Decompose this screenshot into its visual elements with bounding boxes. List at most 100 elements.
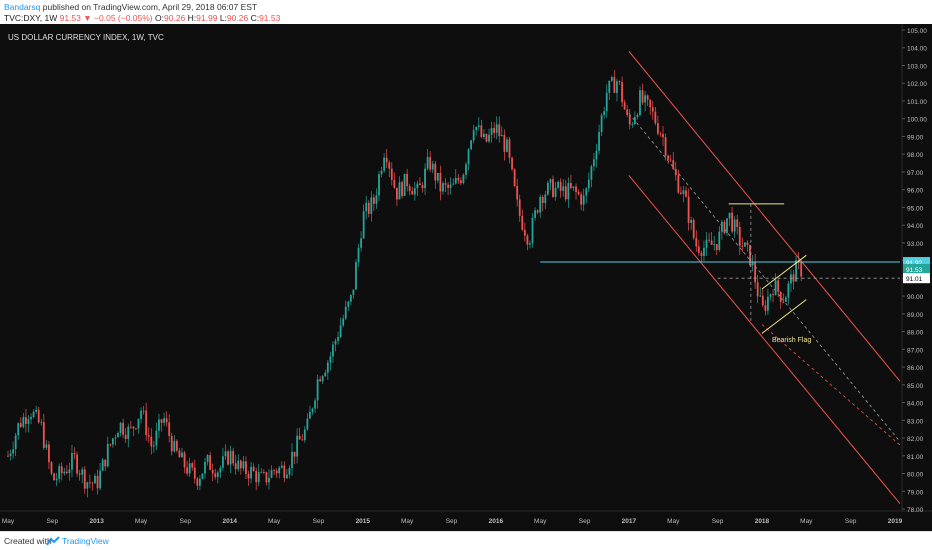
author-link[interactable]: Bandarsq xyxy=(4,2,41,12)
candle-body xyxy=(651,107,654,112)
candle-body xyxy=(685,190,687,197)
candle-body xyxy=(329,356,332,363)
candle-body xyxy=(303,429,306,441)
candle-body xyxy=(459,180,462,184)
chart-area[interactable]: US DOLLAR CURRENCY INDEX, 1W, TVC Bearis… xyxy=(0,24,932,531)
candle-body xyxy=(746,242,749,245)
candle-body xyxy=(86,482,89,489)
candle-body xyxy=(598,132,600,151)
candle-body xyxy=(112,438,114,445)
candle-body xyxy=(280,465,283,468)
y-tick-label: 97.00 xyxy=(907,170,924,177)
candle-body xyxy=(204,461,206,474)
x-tick-label: May xyxy=(135,518,148,525)
candle-body xyxy=(539,196,542,213)
candle-body xyxy=(534,210,536,218)
candle-body xyxy=(65,471,68,474)
candle-body xyxy=(332,344,334,357)
tradingview-link[interactable]: TradingView xyxy=(62,536,109,546)
candle-body xyxy=(390,168,393,180)
candle-body xyxy=(521,215,524,230)
candle-body xyxy=(372,197,375,204)
candle-body xyxy=(129,426,132,428)
x-tick-label: May xyxy=(401,518,414,525)
candle-body xyxy=(362,211,365,239)
candle-body xyxy=(467,149,470,165)
candle-body xyxy=(406,173,409,187)
candle-body xyxy=(575,186,577,192)
channel-upper-line xyxy=(628,50,901,382)
candle-body xyxy=(265,472,268,483)
candle-body xyxy=(268,477,270,483)
candle-body xyxy=(25,417,27,424)
candle-body xyxy=(19,423,22,427)
candle-body xyxy=(109,444,112,445)
candle-body xyxy=(690,219,693,223)
candle-body xyxy=(580,194,583,205)
candle-body xyxy=(431,163,434,170)
created-with-text: Created with xyxy=(4,536,52,546)
candle-body xyxy=(554,187,557,197)
candle-body xyxy=(355,262,357,290)
candle-body xyxy=(198,478,201,486)
candle-body xyxy=(465,164,467,175)
price-chart[interactable]: US DOLLAR CURRENCY INDEX, 1W, TVC Bearis… xyxy=(0,24,932,531)
candle-body xyxy=(122,422,125,435)
candle-body xyxy=(600,115,603,133)
candle-body xyxy=(91,482,94,484)
candle-body xyxy=(222,456,224,468)
candle-body xyxy=(45,444,48,448)
chart-header: Bandarsq published on TradingView.com, A… xyxy=(0,0,932,24)
y-tick-label: 98.00 xyxy=(907,152,924,159)
candle-body xyxy=(526,235,529,245)
bearish-flag-label: Bearish Flag xyxy=(772,337,811,344)
candle-body xyxy=(229,450,232,465)
candle-body xyxy=(163,418,165,423)
candle-body xyxy=(800,262,803,277)
candle-body xyxy=(347,301,350,307)
time-axis[interactable]: May Sep 2013 May Sep 2014 May Sep 2015 May Sep 2016… xyxy=(2,518,903,525)
candle-body xyxy=(101,459,104,471)
candle-body xyxy=(511,157,513,170)
candle-body xyxy=(411,191,414,195)
x-tick-label: Sep xyxy=(47,518,59,525)
candle-body xyxy=(761,295,764,306)
candle-body xyxy=(178,450,181,458)
candle-body xyxy=(262,472,265,473)
y-tick-label: 79.00 xyxy=(907,489,924,496)
ohlc-legend: TVC:DXY, 1W 91.53 ▼ −0.05 (−0.05%) O:90.… xyxy=(4,13,280,23)
candle-body xyxy=(769,294,772,297)
candle-body xyxy=(593,159,595,167)
price-change: −0.05 (−0.05%) xyxy=(94,13,153,23)
candle-body xyxy=(644,95,647,103)
candle-body xyxy=(152,445,155,447)
down-arrow-icon: ▼ xyxy=(83,13,92,23)
candle-body xyxy=(413,188,416,195)
candle-body xyxy=(293,451,296,457)
candle-body xyxy=(759,295,762,297)
candle-body xyxy=(772,294,774,296)
candle-body xyxy=(500,135,503,137)
y-tick-label: 103.00 xyxy=(907,63,927,70)
candle-body xyxy=(674,169,677,176)
candle-body xyxy=(349,294,352,302)
candle-body xyxy=(124,434,127,439)
candle-body xyxy=(321,376,324,382)
candle-body xyxy=(470,140,473,150)
candle-body xyxy=(32,411,35,418)
y-tick-label: 88.00 xyxy=(907,330,924,337)
candle-body xyxy=(147,435,150,437)
candle-body xyxy=(301,439,304,441)
x-tick-label: 2018 xyxy=(755,518,770,525)
candle-body xyxy=(454,177,457,184)
candle-body xyxy=(529,243,531,245)
candle-body xyxy=(764,305,767,311)
candle-body xyxy=(654,111,657,124)
candle-body xyxy=(37,409,40,423)
candle-body xyxy=(444,183,447,185)
candle-body xyxy=(572,186,575,188)
price-label-text: 91.53 xyxy=(906,267,923,274)
candle-body xyxy=(71,453,73,470)
candle-body xyxy=(73,453,76,455)
candle-body xyxy=(585,188,588,196)
